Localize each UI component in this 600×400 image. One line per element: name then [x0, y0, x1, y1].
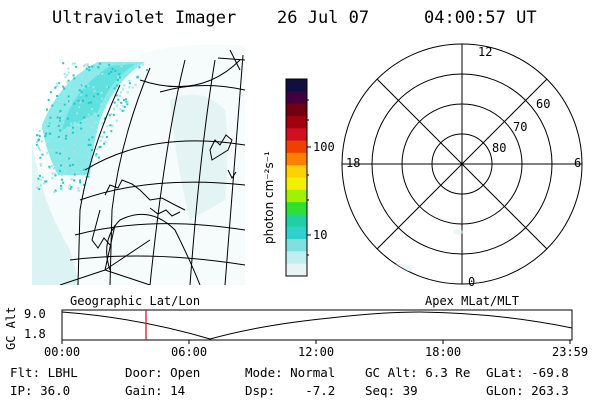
x-tick-0600: 06:00: [171, 345, 208, 359]
gc-alt-axis-label: GC Alt: [4, 306, 18, 350]
info-gain: Gain: 14: [125, 383, 186, 398]
colorbar-segment: [286, 226, 307, 240]
aurora-band-left: [42, 62, 145, 175]
x-tick-1800: 18:00: [425, 345, 462, 359]
info-ip: IP: 36.0: [10, 383, 71, 398]
mlt-label-6: 6: [574, 156, 582, 170]
colorbar-segment: [286, 263, 307, 277]
colorbar-unit-label: photon cm⁻²s⁻¹: [262, 151, 276, 244]
altitude-curve: [61, 311, 573, 340]
colorbar-segment: [286, 165, 307, 178]
colorbar-segment: [286, 202, 307, 215]
x-tick-2359: 23:59: [552, 345, 589, 359]
info-door: Door: Open: [125, 365, 201, 380]
x-tick-0000: 00:00: [44, 345, 81, 359]
info-seq: Seq: 39: [365, 383, 418, 398]
colorbar-segment: [286, 189, 307, 203]
geographic-image: [32, 44, 246, 285]
info-filter: Flt: LBHL: [10, 365, 78, 380]
colorbar-segment: [286, 239, 307, 252]
colorbar-segment: [286, 128, 307, 142]
info-gc-alt: GC Alt: 6.3 Re: [365, 365, 471, 380]
mlt-label-12: 12: [478, 45, 493, 59]
colorbar-segment: [286, 79, 307, 92]
x-tick-1200: 12:00: [298, 345, 335, 359]
colorbar-segment: [286, 103, 307, 117]
info-glon: GLon: 263.3: [486, 383, 569, 398]
lat-label-80: 80: [492, 141, 507, 155]
colorbar-segment: [286, 177, 307, 191]
time-label: 04:00:57 UT: [424, 8, 537, 28]
instrument-title: Ultraviolet Imager: [52, 8, 237, 28]
colorbar: [286, 79, 307, 277]
orbit-altitude-panel: [61, 309, 573, 341]
colorbar-tick-10: 10: [313, 228, 328, 242]
colorbar-segment: [286, 214, 307, 228]
colorbar-segment: [286, 140, 307, 154]
geographic-label: Geographic Lat/Lon: [70, 294, 201, 308]
info-mode: Mode: Normal: [245, 365, 336, 380]
apex-label: Apex MLat/MLT: [425, 294, 519, 308]
colorbar-tick-100: 100: [313, 140, 335, 154]
y-tick-9: 9.0: [24, 307, 46, 321]
colorbar-segment: [286, 115, 307, 129]
lat-label-70: 70: [513, 120, 528, 134]
lat-label-60: 60: [536, 97, 551, 111]
mlt-label-0: 0: [468, 275, 476, 289]
polar-plot: [341, 43, 583, 285]
mlt-label-18: 18: [346, 156, 361, 170]
date-label: 26 Jul 07: [277, 8, 370, 28]
colorbar-segment: [286, 91, 307, 105]
y-tick-1-8: 1.8: [24, 327, 46, 341]
info-glat: GLat: -69.8: [486, 365, 569, 380]
colorbar-segment: [286, 251, 307, 265]
info-dsp: Dsp: -7.2: [245, 383, 336, 398]
colorbar-segment: [286, 152, 307, 166]
